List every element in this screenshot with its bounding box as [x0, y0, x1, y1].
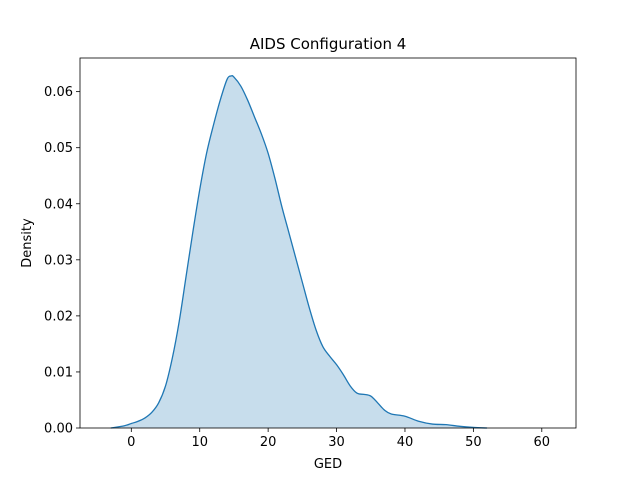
x-tick-label: 20: [260, 435, 277, 450]
x-axis: 0 10 20 30 40 50 60: [127, 428, 550, 450]
x-axis-title: GED: [314, 457, 342, 472]
x-tick-label: 0: [127, 435, 135, 450]
y-tick-label: 0.02: [44, 309, 73, 324]
x-tick-label: 50: [465, 435, 482, 450]
y-tick-label: 0.05: [44, 141, 73, 156]
x-tick-label: 30: [328, 435, 345, 450]
density-area: [110, 75, 488, 428]
x-tick-label: 10: [191, 435, 208, 450]
x-tick-label: 60: [534, 435, 551, 450]
plot-frame: [79, 57, 577, 429]
y-tick-label: 0.00: [44, 422, 73, 437]
y-tick-label: 0.06: [44, 85, 73, 100]
y-tick-label: 0.03: [44, 253, 73, 268]
x-tick-label: 40: [397, 435, 414, 450]
y-axis-title: Density: [20, 218, 35, 268]
plot-area: [110, 75, 488, 429]
chart-title: AIDS Configuration 4: [250, 35, 407, 53]
y-axis: 0.00 0.01 0.02 0.03 0.04 0.05 0.06: [44, 85, 80, 437]
density-line: [110, 75, 488, 429]
y-tick-label: 0.01: [44, 365, 73, 380]
y-tick-label: 0.04: [44, 197, 73, 212]
